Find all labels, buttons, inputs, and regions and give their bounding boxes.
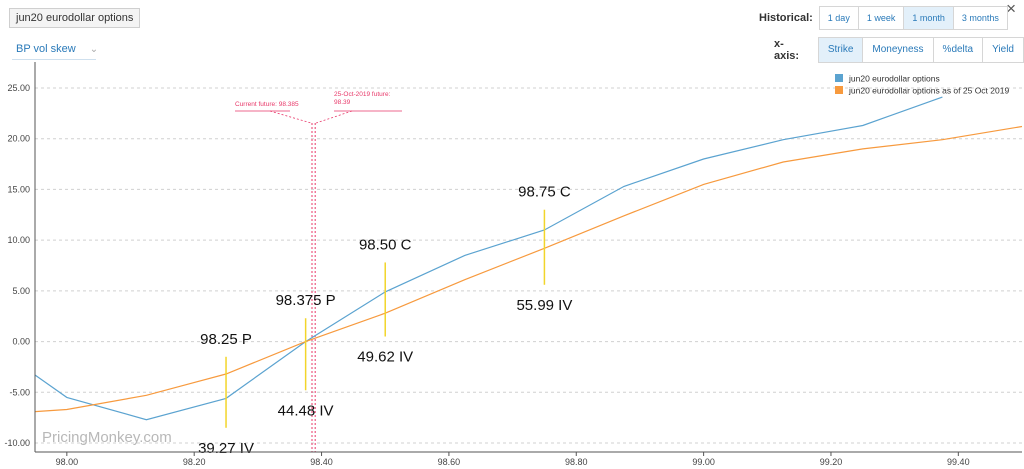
x-tick-label: 98.40 [310, 457, 333, 467]
annotations: 98.25 P 39.27 IV 98.375 P 44.48 IV 98.50 C 49… [198, 184, 572, 457]
y-tick-label: 25.00 [7, 83, 30, 93]
y-tick-label: 10.00 [7, 235, 30, 245]
view-select-underline [12, 59, 96, 60]
historical-series-line [34, 125, 1023, 413]
x-tick-label: 99.40 [947, 457, 970, 467]
close-icon[interactable]: × [1006, 0, 1016, 18]
current-future-connector [269, 110, 312, 124]
view-select[interactable]: BP vol skew ⌄ [12, 43, 99, 60]
series-lines [34, 96, 1023, 421]
historical-future-connector [316, 110, 353, 124]
x-tick-label: 99.00 [692, 457, 715, 467]
annotation-option-label: 98.25 P [200, 331, 252, 348]
xaxis-label: x-axis: [774, 38, 800, 62]
x-tick-label: 98.60 [438, 457, 461, 467]
annotation-option-label: 98.75 C [518, 184, 571, 201]
historical-future-label: 98.39 [334, 99, 351, 106]
historical-button-group: 1 day 1 week 1 month 3 months [818, 6, 1008, 30]
xaxis-yield-button[interactable]: Yield [983, 38, 1023, 62]
historical-label: Historical: [759, 12, 813, 24]
y-tick-label: 20.00 [7, 134, 30, 144]
y-tick-label: 5.00 [12, 286, 30, 296]
legend-label[interactable]: jun20 eurodollar options as of 25 Oct 20… [848, 86, 1009, 96]
chevron-down-icon: ⌄ [89, 44, 99, 55]
chart-title-box: jun20 eurodollar options [9, 8, 141, 28]
xaxis-strike-button[interactable]: Strike [818, 38, 864, 62]
watermark: PricingMonkey.com [42, 429, 172, 446]
chart-title: jun20 eurodollar options [16, 12, 134, 24]
y-tick-label: -10.00 [4, 438, 30, 448]
legend-swatch [835, 86, 843, 94]
y-tick-label: -5.00 [9, 387, 30, 397]
grid [35, 87, 1022, 444]
view-select-value: BP vol skew [16, 43, 76, 55]
annotation-option-label: 98.375 P [276, 292, 336, 309]
x-tick-label: 98.80 [565, 457, 588, 467]
future-markers: Current future: 98.385 25-Oct-2019 future… [235, 91, 402, 452]
annotation-iv-label: 44.48 IV [278, 402, 334, 419]
xaxis-controls: x-axis: Strike Moneyness %delta Yield [774, 37, 1024, 63]
historical-1-week-button[interactable]: 1 week [858, 7, 905, 29]
historical-1-day-button[interactable]: 1 day [819, 7, 859, 29]
x-tick-label: 98.20 [183, 457, 206, 467]
x-tick-label: 99.20 [820, 457, 843, 467]
historical-controls: Historical: 1 day 1 week 1 month 3 months [759, 6, 1008, 30]
current-future-label: Current future: 98.385 [235, 101, 299, 108]
legend[interactable]: jun20 eurodollar options jun20 eurodollar… [835, 74, 1009, 96]
y-tick-label: 0.00 [12, 337, 30, 347]
historical-1-month-button[interactable]: 1 month [904, 7, 954, 29]
historical-future-label: 25-Oct-2019 future: [334, 91, 391, 98]
xaxis-moneyness-button[interactable]: Moneyness [863, 38, 934, 62]
annotation-iv-label: 39.27 IV [198, 440, 254, 457]
xaxis-delta-button[interactable]: %delta [933, 38, 984, 62]
historical-3-months-button[interactable]: 3 months [953, 7, 1007, 29]
annotation-iv-label: 49.62 IV [357, 349, 413, 366]
y-tick-label: 15.00 [7, 184, 30, 194]
axes: -10.00 -5.00 0.00 5.00 10.00 15.00 20.00 25.00 9… [4, 62, 1022, 467]
x-tick-label: 98.00 [56, 457, 79, 467]
annotation-iv-label: 55.99 IV [516, 297, 572, 314]
annotation-option-label: 98.50 C [359, 236, 412, 253]
legend-swatch [835, 74, 843, 82]
current-series-line [34, 96, 943, 421]
xaxis-button-group: Strike Moneyness %delta Yield [817, 37, 1024, 63]
legend-label[interactable]: jun20 eurodollar options [848, 74, 940, 84]
